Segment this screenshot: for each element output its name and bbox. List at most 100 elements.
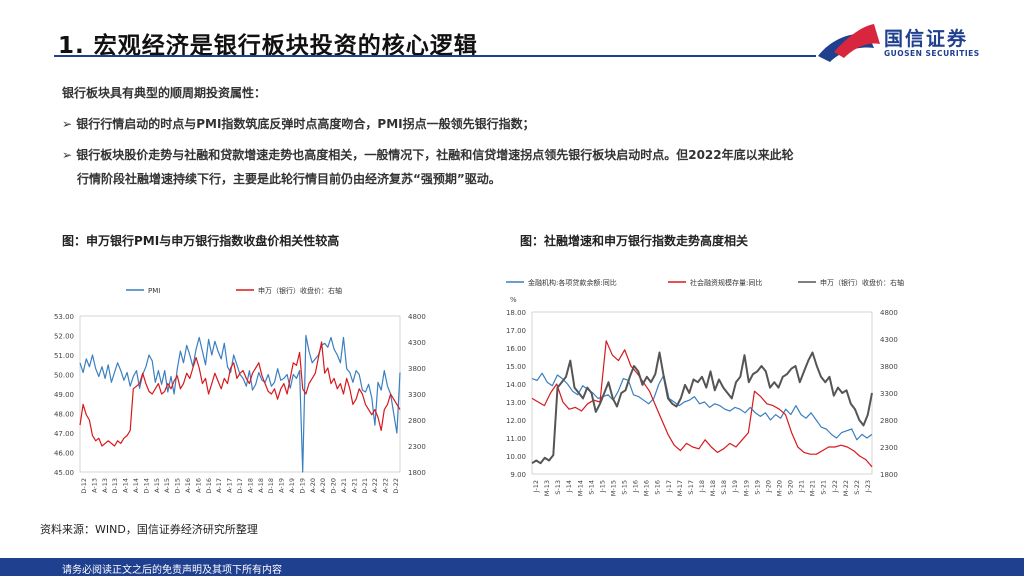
- y-right-tick-label: 2800: [880, 417, 898, 425]
- y-right-tick-label: 3800: [880, 363, 898, 371]
- y-left-tick-label: 52.00: [54, 333, 74, 341]
- x-tick-label: A-15: [153, 478, 161, 493]
- pmi-vs-bank-index-chart: 53.00 52.00 51.00 50.00 49.00 48.00 47.00 46.00…: [54, 286, 426, 494]
- y-left-tick-label: 12.00: [506, 417, 526, 425]
- x-tick-label: A-21: [340, 478, 348, 493]
- x-tick-label: S-17: [687, 480, 695, 495]
- x-tick-label: A-18: [257, 478, 265, 493]
- x-tick-label: M-14: [576, 480, 584, 496]
- bullet-2-continuation: 行情阶段社融增速持续下行，主要是此轮行情目前仍由经济复苏“强预期”驱动。: [77, 172, 501, 186]
- x-tick-label: A-18: [246, 478, 254, 493]
- y-right-tick-label: 3300: [408, 391, 426, 399]
- x-tick-label: D-20: [330, 478, 338, 494]
- left-figure-title: 图：申万银行PMI与申万银行指数收盘价相关性较高: [62, 234, 340, 248]
- x-tick-label: A-19: [278, 478, 286, 493]
- x-tick-label: A-16: [194, 478, 202, 493]
- x-tick-label: M-16: [643, 480, 651, 496]
- series-line: [79, 334, 401, 473]
- x-tick-label: A-20: [309, 478, 317, 493]
- right-figure-title: 图：社融增速和申万银行指数走势高度相关: [520, 234, 749, 248]
- y-left-tick-label: 50.00: [54, 372, 74, 380]
- x-tick-label: J-20: [764, 480, 772, 493]
- x-tick-label: J-18: [698, 480, 706, 493]
- y-axis-unit-label: %: [510, 296, 517, 304]
- y-left-tick-label: 51.00: [54, 352, 74, 360]
- y-right-tick-label: 1800: [880, 471, 898, 479]
- x-tick-label: A-16: [184, 478, 192, 493]
- intro-text: 银行板块具有典型的顺周期投资属性：: [62, 86, 267, 100]
- y-left-tick-label: 17.00: [506, 327, 526, 335]
- y-left-tick-label: 45.00: [54, 469, 74, 477]
- y-right-tick-label: 4300: [880, 336, 898, 344]
- x-tick-label: A-13: [101, 478, 109, 493]
- y-left-tick-label: 48.00: [54, 411, 74, 419]
- x-tick-label: S-18: [720, 480, 728, 495]
- y-left-tick-label: 46.00: [54, 450, 74, 458]
- x-tick-label: M-20: [775, 480, 783, 496]
- x-tick-label: D-19: [298, 478, 306, 494]
- x-tick-label: S-16: [654, 480, 662, 495]
- x-tick-label: M-18: [709, 480, 717, 496]
- x-tick-label: J-14: [565, 480, 573, 493]
- y-left-tick-label: 11.00: [506, 435, 526, 443]
- page-title: 1. 宏观经济是银行板块投资的核心逻辑: [58, 33, 478, 59]
- y-right-tick-label: 2800: [408, 417, 426, 425]
- x-tick-label: D-12: [80, 478, 88, 494]
- x-tick-label: A-13: [90, 478, 98, 493]
- plot-frame: [531, 311, 873, 475]
- x-tick-label: A-17: [215, 478, 223, 493]
- y-left-tick-label: 15.00: [506, 363, 526, 371]
- y-left-tick-label: 16.00: [506, 345, 526, 353]
- series-line: [79, 341, 401, 447]
- y-left-tick-label: 18.00: [506, 309, 526, 317]
- x-tick-label: A-14: [132, 478, 140, 493]
- bullet-1: ➢ 银行行情启动的时点与PMI指数筑底反弹时点高度吻合，PMI拐点一般领先银行指…: [62, 117, 535, 131]
- series-line: [531, 351, 873, 465]
- x-tick-label: J-19: [731, 480, 739, 493]
- x-tick-label: J-22: [831, 480, 839, 493]
- legend-label: 申万（银行）收盘价：右轴: [258, 286, 342, 295]
- y-left-tick-label: 53.00: [54, 313, 74, 321]
- social-financing-vs-bank-index-chart: 18.00 17.00 16.00 15.00 14.00 13.00 12.00 11.00…: [506, 278, 904, 496]
- legend-label: 金融机构:各项贷款余额:同比: [528, 278, 617, 287]
- x-tick-label: M-21: [809, 480, 817, 496]
- x-tick-label: J-12: [532, 480, 540, 493]
- y-right-tick-label: 4800: [880, 309, 898, 317]
- legend-label: 申万（银行）收盘价：右轴: [820, 278, 904, 287]
- y-left-tick-label: 9.00: [510, 471, 526, 479]
- x-tick-label: S-19: [753, 480, 761, 495]
- plot-frame: [79, 315, 401, 473]
- x-tick-label: J-16: [632, 480, 640, 493]
- x-tick-label: D-18: [267, 478, 275, 494]
- x-tick-label: J-23: [864, 480, 872, 493]
- x-tick-label: D-16: [205, 478, 213, 494]
- x-tick-label: A-22: [382, 478, 390, 493]
- x-tick-label: A-21: [350, 478, 358, 493]
- series-line: [531, 372, 873, 441]
- x-tick-label: S-21: [820, 480, 828, 495]
- y-right-tick-label: 1800: [408, 469, 426, 477]
- guosen-logo-icon: [818, 24, 880, 62]
- x-tick-label: D-15: [174, 478, 182, 494]
- y-right-tick-label: 2300: [408, 443, 426, 451]
- footer-disclaimer: 请务必阅读正文之后的免责声明及其项下所有内容: [62, 565, 282, 576]
- x-tick-label: M-13: [543, 480, 551, 496]
- x-tick-label: S-14: [587, 480, 595, 495]
- y-right-tick-label: 4800: [408, 313, 426, 321]
- legend-label: PMI: [148, 287, 160, 295]
- x-tick-label: S-15: [621, 480, 629, 495]
- y-left-tick-label: 49.00: [54, 391, 74, 399]
- y-left-tick-label: 10.00: [506, 453, 526, 461]
- x-tick-label: A-20: [319, 478, 327, 493]
- footer-bar: [0, 558, 1024, 576]
- y-left-tick-label: 13.00: [506, 399, 526, 407]
- y-right-tick-label: 3800: [408, 365, 426, 373]
- x-tick-label: M-22: [842, 480, 850, 496]
- y-right-tick-label: 4300: [408, 339, 426, 347]
- legend-label: 社会融资规模存量:同比: [690, 278, 762, 287]
- y-right-tick-label: 2300: [880, 444, 898, 452]
- x-tick-label: M-19: [742, 480, 750, 496]
- x-tick-label: J-15: [598, 480, 606, 493]
- x-tick-label: A-17: [226, 478, 234, 493]
- x-tick-label: D-22: [392, 478, 400, 494]
